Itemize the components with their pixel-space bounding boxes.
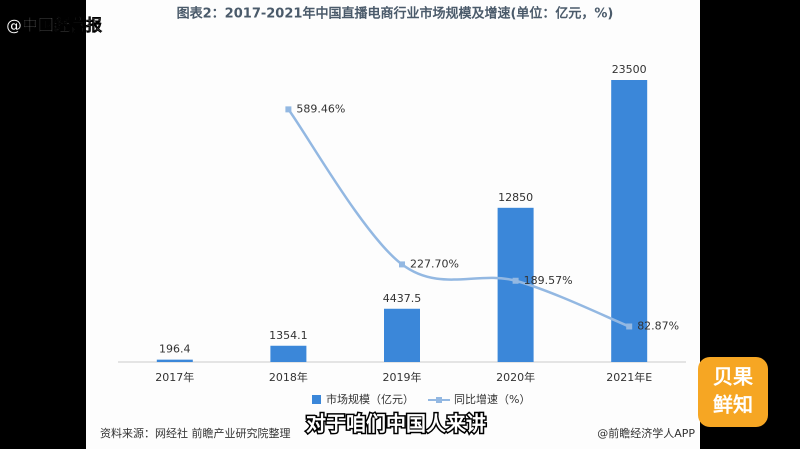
logo-text: 鲜知: [713, 393, 753, 417]
bar: [270, 345, 307, 362]
source: 资料来源：网经社 前瞻产业研究院整理: [100, 426, 291, 440]
value-label: 1354.1: [269, 329, 308, 342]
value-label: 23500: [612, 63, 647, 76]
value-label: 82.87%: [637, 319, 679, 332]
logo: [698, 357, 768, 427]
watermark: @中国经营报: [6, 16, 102, 35]
legend-swatch: [312, 395, 321, 404]
legend-label: 市场规模（亿元）: [326, 392, 414, 406]
x-tick-label: 2020年: [496, 370, 535, 384]
logo-text: 贝果: [713, 365, 753, 389]
bar: [611, 80, 648, 362]
value-label: 12850: [498, 191, 533, 204]
value-label: 589.46%: [296, 102, 345, 115]
line-marker: [626, 323, 633, 330]
credit: @前瞻经济学人APP: [597, 426, 695, 440]
subtitle: 对于咱们中国人来讲: [306, 412, 486, 436]
line-marker: [512, 277, 519, 284]
x-tick-label: 2018年: [269, 370, 308, 384]
value-label: 189.57%: [524, 274, 573, 287]
x-tick-label: 2017年: [155, 370, 194, 384]
line: [287, 108, 630, 328]
bar: [384, 308, 420, 362]
value-label: 4437.5: [383, 292, 422, 305]
chart-title: 图表2：2017-2021年中国直播电商行业市场规模及增速(单位：亿元，%): [177, 6, 614, 22]
line-marker: [285, 106, 292, 113]
legend-swatch: [436, 397, 442, 403]
line-marker: [399, 261, 405, 268]
x-tick-label: 2019年: [383, 370, 422, 384]
value-label: 227.70%: [410, 257, 459, 270]
value-label: 196.4: [159, 343, 191, 356]
chart-panel: [86, 0, 700, 449]
legend-label: 同比增速（%）: [454, 392, 530, 406]
bar: [156, 359, 193, 362]
x-tick-label: 2021年E: [606, 370, 652, 384]
